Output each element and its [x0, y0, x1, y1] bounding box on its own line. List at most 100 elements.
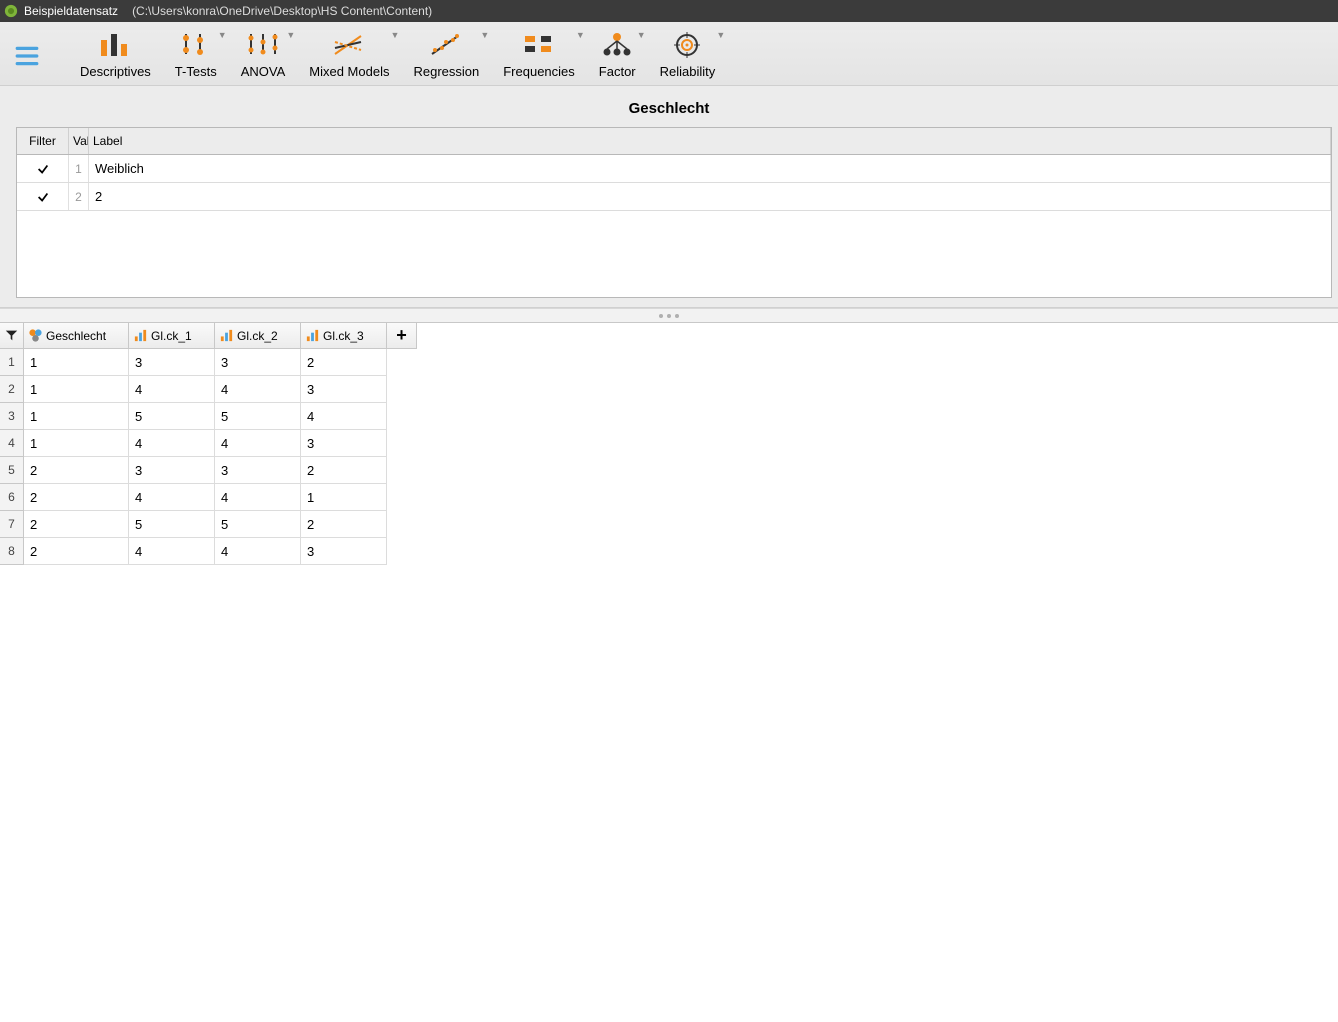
data-cell[interactable]: 3: [129, 457, 215, 484]
data-row[interactable]: 52332: [0, 457, 1338, 484]
chevron-down-icon: ▼: [716, 30, 725, 40]
data-row[interactable]: 31554: [0, 403, 1338, 430]
labels-label-cell[interactable]: 2: [89, 183, 1331, 210]
scale-icon: [219, 328, 234, 343]
data-cell[interactable]: 2: [24, 457, 129, 484]
data-cell[interactable]: 3: [301, 538, 387, 565]
data-grid-header: Geschlecht Gl.ck_1 Gl.ck_2 Gl.ck_3 +: [0, 323, 1338, 349]
ribbon-label: Mixed Models: [309, 64, 389, 79]
ribbon-label: Descriptives: [80, 64, 151, 79]
ribbon-descriptives-button[interactable]: Descriptives: [68, 26, 163, 85]
add-column-button[interactable]: +: [387, 323, 417, 349]
chevron-down-icon: ▼: [637, 30, 646, 40]
column-header-geschlecht[interactable]: Geschlecht: [24, 323, 129, 349]
ribbon-label: Frequencies: [503, 64, 575, 79]
ribbon: Descriptives ▼ T-Tests ▼ ANOVA ▼ Mixed M…: [0, 22, 1338, 86]
hamburger-menu-button[interactable]: [8, 26, 46, 85]
labels-value-cell: 1: [69, 155, 89, 182]
filter-column-header[interactable]: [0, 323, 24, 349]
ribbon-label: ANOVA: [241, 64, 286, 79]
pane-splitter[interactable]: [0, 308, 1338, 322]
labels-row[interactable]: 1 Weiblich: [17, 155, 1331, 183]
scale-icon: [133, 328, 148, 343]
data-cell[interactable]: 2: [24, 484, 129, 511]
data-cell[interactable]: 3: [301, 430, 387, 457]
column-name: Gl.ck_2: [237, 329, 278, 343]
data-cell[interactable]: 3: [129, 349, 215, 376]
factor-icon: [599, 28, 635, 62]
data-cell[interactable]: 1: [24, 376, 129, 403]
row-number[interactable]: 7: [0, 511, 24, 538]
nominal-icon: [28, 328, 43, 343]
ribbon-regression-button[interactable]: ▼ Regression: [401, 26, 491, 85]
data-cell[interactable]: 2: [301, 511, 387, 538]
data-row[interactable]: 62441: [0, 484, 1338, 511]
data-cell[interactable]: 5: [215, 403, 301, 430]
data-cell[interactable]: 4: [129, 430, 215, 457]
column-header-glck1[interactable]: Gl.ck_1: [129, 323, 215, 349]
ribbon-factor-button[interactable]: ▼ Factor: [587, 26, 648, 85]
anova-icon: [245, 28, 281, 62]
ribbon-reliability-button[interactable]: ▼ Reliability: [648, 26, 728, 85]
data-cell[interactable]: 4: [215, 484, 301, 511]
frequencies-icon: [521, 28, 557, 62]
data-cell[interactable]: 3: [215, 457, 301, 484]
data-cell[interactable]: 4: [129, 376, 215, 403]
ribbon-mixedmodels-button[interactable]: ▼ Mixed Models: [297, 26, 401, 85]
data-cell[interactable]: 5: [129, 403, 215, 430]
ribbon-label: Factor: [599, 64, 636, 79]
regression-icon: [428, 28, 464, 62]
column-name: Gl.ck_1: [151, 329, 192, 343]
ribbon-anova-button[interactable]: ▼ ANOVA: [229, 26, 298, 85]
row-number[interactable]: 6: [0, 484, 24, 511]
data-row[interactable]: 41443: [0, 430, 1338, 457]
row-number[interactable]: 4: [0, 430, 24, 457]
data-cell[interactable]: 4: [129, 484, 215, 511]
descriptives-icon: [97, 28, 133, 62]
labels-header-row: Filter Value Label: [17, 128, 1331, 155]
data-cell[interactable]: 1: [24, 349, 129, 376]
ribbon-frequencies-button[interactable]: ▼ Frequencies: [491, 26, 587, 85]
column-header-glck3[interactable]: Gl.ck_3: [301, 323, 387, 349]
data-cell[interactable]: 4: [215, 538, 301, 565]
chevron-down-icon: ▼: [576, 30, 585, 40]
column-name: Geschlecht: [46, 329, 106, 343]
ribbon-ttests-button[interactable]: ▼ T-Tests: [163, 26, 229, 85]
data-cell[interactable]: 3: [215, 349, 301, 376]
data-cell[interactable]: 1: [301, 484, 387, 511]
filter-check-icon[interactable]: [17, 183, 69, 210]
row-number[interactable]: 8: [0, 538, 24, 565]
labels-row[interactable]: 2 2: [17, 183, 1331, 211]
row-number[interactable]: 2: [0, 376, 24, 403]
data-cell[interactable]: 2: [24, 511, 129, 538]
plus-icon: +: [396, 325, 407, 346]
data-cell[interactable]: 2: [24, 538, 129, 565]
data-cell[interactable]: 5: [129, 511, 215, 538]
data-cell[interactable]: 5: [215, 511, 301, 538]
data-cell[interactable]: 4: [301, 403, 387, 430]
chevron-down-icon: ▼: [480, 30, 489, 40]
row-number[interactable]: 1: [0, 349, 24, 376]
filter-check-icon[interactable]: [17, 155, 69, 182]
data-row[interactable]: 11332: [0, 349, 1338, 376]
row-number[interactable]: 5: [0, 457, 24, 484]
data-cell[interactable]: 2: [301, 457, 387, 484]
ribbon-label: T-Tests: [175, 64, 217, 79]
file-path: (C:\Users\konra\OneDrive\Desktop\HS Cont…: [132, 4, 432, 18]
data-cell[interactable]: 2: [301, 349, 387, 376]
labels-header-value: Value: [69, 128, 89, 154]
data-cell[interactable]: 3: [301, 376, 387, 403]
data-cell[interactable]: 4: [129, 538, 215, 565]
chevron-down-icon: ▼: [286, 30, 295, 40]
data-row[interactable]: 21443: [0, 376, 1338, 403]
variable-title: Geschlecht: [6, 94, 1332, 127]
data-row[interactable]: 72552: [0, 511, 1338, 538]
data-cell[interactable]: 4: [215, 430, 301, 457]
data-cell[interactable]: 1: [24, 403, 129, 430]
labels-label-cell[interactable]: Weiblich: [89, 155, 1331, 182]
data-cell[interactable]: 4: [215, 376, 301, 403]
row-number[interactable]: 3: [0, 403, 24, 430]
data-row[interactable]: 82443: [0, 538, 1338, 565]
data-cell[interactable]: 1: [24, 430, 129, 457]
column-header-glck2[interactable]: Gl.ck_2: [215, 323, 301, 349]
